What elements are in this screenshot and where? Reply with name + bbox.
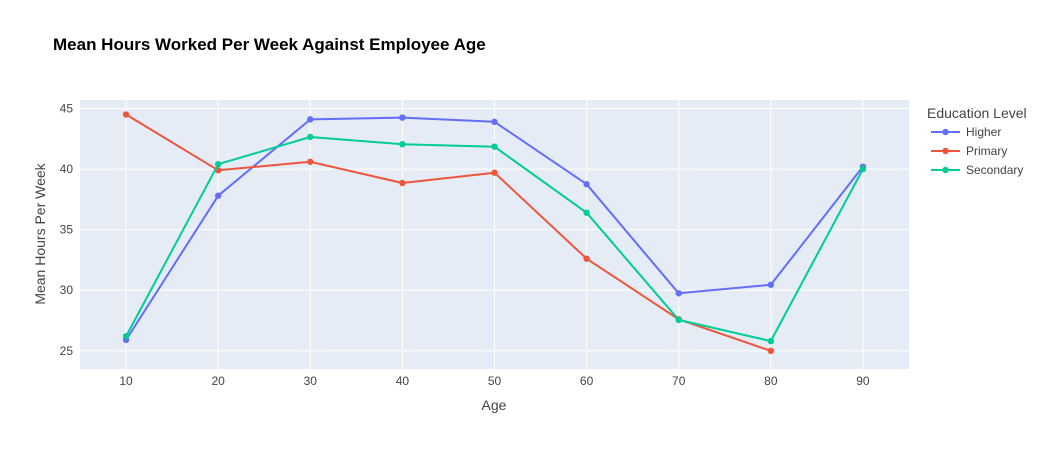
x-tick-label: 80 (764, 374, 778, 388)
legend-item-primary[interactable]: Primary (931, 144, 1007, 158)
legend-title: Education Level (927, 105, 1027, 121)
data-point (767, 347, 775, 355)
data-point (583, 255, 590, 262)
series-layer (122, 111, 867, 355)
data-point (583, 209, 590, 216)
legend-label: Higher (966, 125, 1001, 139)
series-line (125, 113, 772, 352)
axis-labels: 10 20 30 40 50 60 70 80 90 25 30 35 40 45 (60, 101, 870, 388)
y-tick-label: 45 (60, 101, 74, 115)
data-point (675, 316, 682, 324)
data-point (399, 114, 406, 121)
legend-swatch-marker (942, 166, 949, 174)
x-tick-label: 70 (672, 374, 686, 388)
y-tick-label: 35 (60, 223, 74, 237)
data-point (491, 143, 498, 150)
data-point (767, 281, 775, 288)
legend: Education Level Higher Primary Secondary (927, 105, 1027, 177)
data-point (583, 181, 590, 188)
x-tick-label: 60 (580, 374, 594, 388)
data-point (307, 158, 314, 165)
x-tick-label: 50 (488, 374, 502, 388)
data-point (675, 290, 682, 297)
series-higher (122, 114, 867, 344)
data-point (122, 111, 130, 118)
data-point (214, 192, 222, 199)
data-point (491, 169, 498, 176)
y-axis-title: Mean Hours Per Week (32, 162, 48, 304)
data-point (399, 179, 406, 187)
x-tick-label: 30 (304, 374, 318, 388)
legend-items: Higher Primary Secondary (931, 125, 1023, 177)
x-tick-label: 10 (119, 374, 133, 388)
data-point (122, 333, 130, 340)
legend-item-secondary[interactable]: Secondary (931, 163, 1023, 177)
y-tick-label: 30 (60, 283, 74, 297)
x-tick-label: 20 (211, 374, 225, 388)
data-point (399, 141, 406, 148)
x-tick-label: 90 (856, 374, 870, 388)
y-tick-label: 40 (60, 162, 74, 176)
x-tick-label: 40 (396, 374, 410, 388)
legend-item-higher[interactable]: Higher (931, 125, 1001, 139)
chart-title: Mean Hours Worked Per Week Against Emplo… (53, 35, 486, 54)
data-point (214, 161, 222, 168)
legend-label: Secondary (966, 163, 1023, 177)
x-axis-title: Age (482, 397, 507, 413)
data-point (859, 165, 867, 173)
y-tick-label: 25 (60, 344, 74, 358)
data-point (307, 116, 314, 123)
data-point (491, 118, 498, 126)
legend-label: Primary (966, 144, 1007, 158)
series-secondary (122, 133, 867, 345)
data-point (767, 337, 775, 345)
data-point (307, 133, 314, 141)
legend-swatch-marker (942, 128, 949, 136)
legend-swatch-marker (942, 147, 949, 155)
